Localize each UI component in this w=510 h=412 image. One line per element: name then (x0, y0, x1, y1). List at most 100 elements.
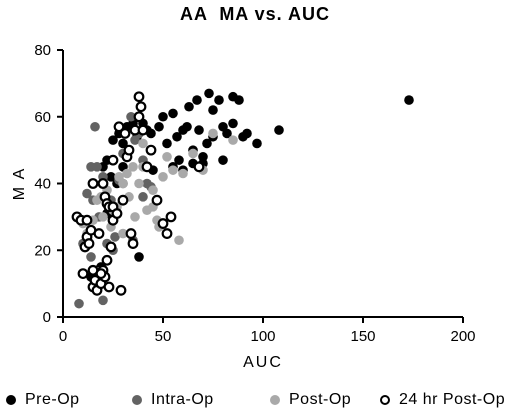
legend-marker-icon (270, 395, 280, 405)
tick-labels: 0 50 100 150 200 0 20 40 60 80 (34, 42, 475, 345)
data-point (274, 125, 284, 135)
data-point (168, 165, 178, 175)
data-point (214, 95, 224, 105)
data-point (204, 88, 214, 99)
data-point (242, 128, 252, 139)
data-point (77, 268, 89, 280)
data-point (228, 118, 238, 129)
y-tick-label: 0 (43, 309, 51, 326)
data-point (113, 121, 125, 133)
legend-item: Intra-Op (132, 390, 214, 410)
y-tick-label: 40 (34, 176, 51, 193)
data-point (252, 138, 262, 149)
data-point (111, 208, 123, 219)
data-point (172, 131, 182, 142)
data-point (188, 148, 198, 159)
legend-marker-icon (132, 395, 142, 405)
data-point (154, 121, 164, 132)
data-point (98, 295, 108, 306)
data-point (208, 128, 218, 139)
data-point (193, 161, 205, 173)
data-point (87, 178, 99, 189)
data-point (103, 281, 115, 293)
data-point (228, 135, 238, 145)
x-tick-label: 50 (155, 328, 172, 345)
data-point (122, 168, 132, 179)
data-point (133, 111, 145, 123)
data-point (95, 268, 107, 280)
data-point (174, 155, 184, 165)
scatter-plot: 0 50 100 150 200 0 20 40 60 80 AUC M A (11, 42, 476, 371)
data-point (108, 135, 118, 145)
data-point (184, 101, 194, 112)
data-point (115, 284, 127, 296)
series-3 (71, 91, 205, 296)
data-point (117, 194, 129, 206)
legend-item: 24 hr Post-Op (380, 390, 505, 410)
y-axis-title: M A (11, 167, 28, 201)
data-point (404, 95, 414, 105)
data-point (234, 95, 244, 105)
data-point (208, 105, 218, 115)
y-tick-label: 80 (34, 42, 51, 59)
data-point (162, 138, 172, 149)
data-point (178, 168, 188, 179)
data-point (82, 188, 92, 199)
data-point (83, 238, 95, 249)
data-point (90, 121, 100, 132)
data-point (165, 211, 177, 223)
data-point (123, 144, 135, 156)
data-point (162, 152, 172, 162)
data-point (146, 128, 156, 139)
legend-label: Intra-Op (151, 391, 214, 408)
axes (57, 49, 464, 323)
x-tick-label: 150 (350, 328, 375, 345)
legend: Pre-Op Intra-Op Post-Op 24 hr Post-Op (0, 390, 510, 410)
data-point (158, 111, 168, 122)
data-point (202, 138, 212, 149)
y-tick-label: 20 (34, 242, 51, 259)
data-point (138, 192, 148, 202)
data-point (98, 212, 108, 222)
data-point (74, 298, 84, 309)
x-axis-title: AUC (243, 354, 283, 371)
legend-marker-icon (6, 395, 16, 405)
data-point (127, 238, 139, 249)
data-point (105, 241, 117, 253)
data-point (86, 252, 96, 262)
data-point (128, 162, 138, 172)
data-point (218, 155, 228, 165)
data-point (182, 121, 192, 132)
data-point (161, 228, 173, 239)
data-point (137, 124, 149, 136)
x-tick-label: 100 (250, 328, 275, 345)
data-point (192, 95, 202, 105)
data-point (157, 218, 169, 229)
data-point (135, 101, 147, 113)
legend-item: Pre-Op (6, 390, 80, 410)
data-point (130, 212, 140, 222)
data-point (118, 138, 128, 149)
x-tick-label: 0 (59, 328, 67, 345)
data-point (101, 254, 113, 266)
data-point (151, 194, 163, 206)
data-point (81, 214, 93, 226)
data-point (107, 154, 119, 166)
data-point (145, 144, 157, 156)
data-point (168, 108, 178, 119)
data-point (194, 125, 204, 135)
chart-title: AA MA vs. AUC (179, 4, 330, 24)
legend-marker-icon (380, 395, 390, 405)
legend-label: Pre-Op (25, 391, 80, 408)
data-point (198, 152, 208, 162)
data-point (134, 252, 144, 262)
data-point (158, 172, 168, 182)
data-point (110, 232, 120, 242)
data-point (126, 111, 136, 122)
data-point (92, 162, 102, 172)
data-point (174, 235, 184, 246)
data-point (106, 172, 116, 182)
data-point (141, 161, 153, 173)
y-tick-label: 60 (34, 109, 51, 126)
x-tick-label: 200 (450, 328, 475, 345)
